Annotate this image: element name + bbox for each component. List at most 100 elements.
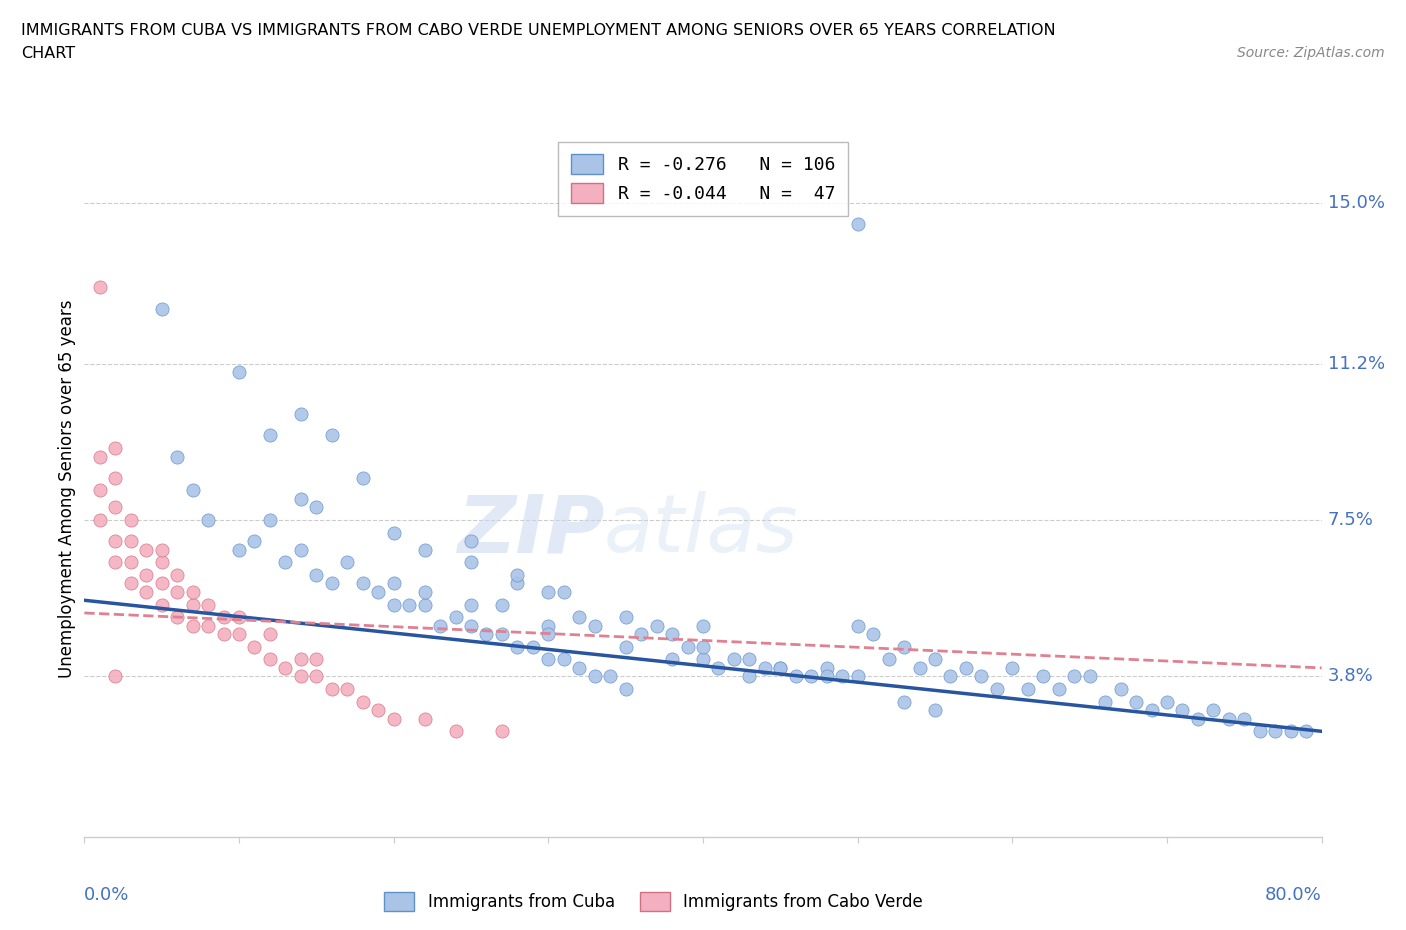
Point [413, 584, 436, 599]
Point [460, 597, 482, 612]
Point [382, 597, 405, 612]
Point [120, 512, 142, 527]
Point [846, 618, 869, 633]
Point [150, 576, 173, 591]
Point [460, 618, 482, 633]
Point [336, 555, 359, 570]
Point [537, 584, 560, 599]
Point [893, 639, 915, 654]
Text: IMMIGRANTS FROM CUBA VS IMMIGRANTS FROM CABO VERDE UNEMPLOYMENT AMONG SENIORS OV: IMMIGRANTS FROM CUBA VS IMMIGRANTS FROM … [21, 23, 1056, 38]
Point [692, 639, 714, 654]
Point [89, 280, 111, 295]
Point [785, 669, 807, 684]
Point [1156, 695, 1178, 710]
Text: ZIP: ZIP [457, 491, 605, 569]
Point [197, 618, 219, 633]
Point [398, 597, 420, 612]
Point [444, 610, 467, 625]
Point [1032, 669, 1054, 684]
Point [429, 618, 451, 633]
Point [1078, 669, 1101, 684]
Point [553, 584, 575, 599]
Point [321, 576, 343, 591]
Point [228, 365, 250, 379]
Point [444, 724, 467, 738]
Point [491, 597, 513, 612]
Point [321, 682, 343, 697]
Point [661, 652, 683, 667]
Point [1001, 660, 1024, 675]
Point [259, 627, 281, 642]
Point [1094, 695, 1116, 710]
Point [336, 682, 359, 697]
Point [1171, 703, 1194, 718]
Point [1187, 711, 1209, 726]
Point [707, 660, 730, 675]
Point [1218, 711, 1240, 726]
Point [382, 711, 405, 726]
Text: 0.0%: 0.0% [84, 885, 129, 904]
Text: 11.2%: 11.2% [1327, 354, 1385, 373]
Point [924, 652, 946, 667]
Point [259, 512, 281, 527]
Point [290, 652, 312, 667]
Point [413, 711, 436, 726]
Point [506, 567, 529, 582]
Point [491, 724, 513, 738]
Point [583, 618, 606, 633]
Point [661, 627, 683, 642]
Text: CHART: CHART [21, 46, 75, 61]
Point [1017, 682, 1039, 697]
Point [769, 660, 792, 675]
Point [104, 499, 127, 514]
Text: 15.0%: 15.0% [1327, 194, 1385, 212]
Point [568, 660, 591, 675]
Point [475, 627, 498, 642]
Point [367, 584, 389, 599]
Point [723, 652, 745, 667]
Point [290, 669, 312, 684]
Point [150, 542, 173, 557]
Point [893, 695, 915, 710]
Point [645, 618, 668, 633]
Point [135, 567, 157, 582]
Point [769, 660, 792, 675]
Point [692, 618, 714, 633]
Point [599, 669, 621, 684]
Point [181, 597, 204, 612]
Point [815, 669, 838, 684]
Point [537, 618, 560, 633]
Point [120, 576, 142, 591]
Point [212, 610, 235, 625]
Legend: Immigrants from Cuba, Immigrants from Cabo Verde: Immigrants from Cuba, Immigrants from Ca… [375, 884, 931, 920]
Point [104, 669, 127, 684]
Point [537, 652, 560, 667]
Point [181, 483, 204, 498]
Point [181, 584, 204, 599]
Point [274, 660, 297, 675]
Point [614, 682, 637, 697]
Point [491, 627, 513, 642]
Point [506, 639, 529, 654]
Point [939, 669, 962, 684]
Point [243, 534, 266, 549]
Text: 3.8%: 3.8% [1327, 668, 1374, 685]
Point [305, 669, 328, 684]
Point [970, 669, 993, 684]
Point [243, 639, 266, 654]
Point [924, 703, 946, 718]
Point [382, 576, 405, 591]
Point [754, 660, 776, 675]
Point [738, 669, 761, 684]
Point [166, 584, 188, 599]
Point [120, 534, 142, 549]
Point [150, 597, 173, 612]
Point [104, 471, 127, 485]
Point [89, 449, 111, 464]
Point [1125, 695, 1147, 710]
Point [290, 542, 312, 557]
Point [104, 534, 127, 549]
Point [630, 627, 652, 642]
Point [104, 441, 127, 456]
Point [413, 597, 436, 612]
